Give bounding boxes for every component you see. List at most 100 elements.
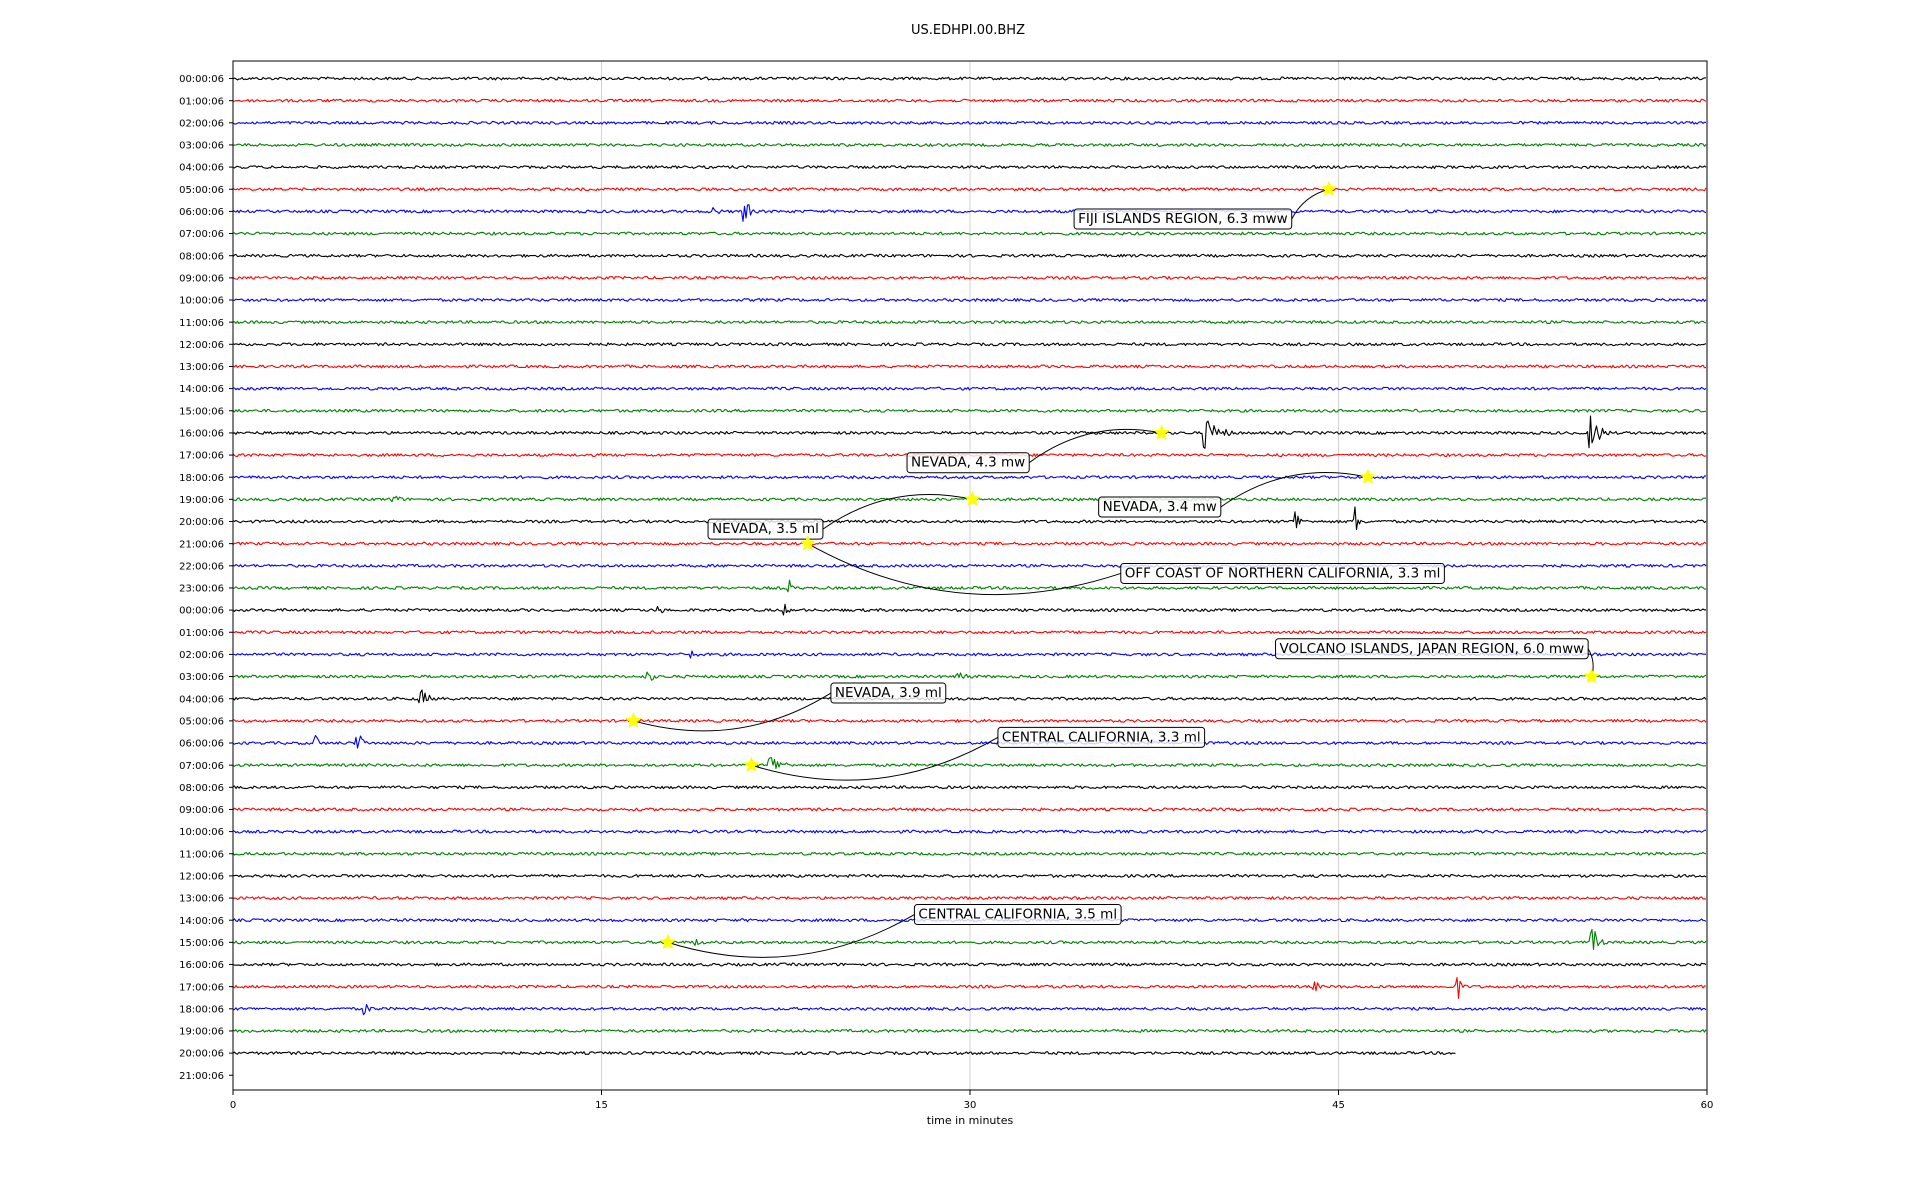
event-connector-4 [807,543,1121,596]
trace-row-44 [232,1051,1456,1056]
y-tick-label-18: 18:00:06 [179,473,224,484]
event-annotation-3: NEVADA, 3.5 ml [707,490,981,540]
trace-row-31 [232,757,1707,770]
event-label-3: NEVADA, 3.5 ml [712,521,819,537]
event-connector-3 [822,494,973,530]
y-tick-label-16: 16:00:06 [179,429,224,440]
trace-row-0 [232,76,1707,81]
trace-row-30 [232,734,1707,749]
y-tick-label-19: 19:00:06 [179,495,224,506]
y-tick-label-39: 15:00:06 [179,938,224,949]
event-label-box-4 [1120,562,1445,584]
y-tick-label-41: 17:00:06 [179,982,224,993]
x-axis-ticks: 0 15 30 45 60 [230,1090,1714,1111]
trace-row-10 [232,298,1707,302]
event-label-box-2 [1098,496,1222,518]
trace-row-12 [232,342,1707,347]
y-tick-label-2: 02:00:06 [179,118,224,129]
y-tick-label-0: 00:00:06 [179,74,224,85]
event-label-6: NEVADA, 3.9 ml [835,685,942,701]
event-star-8 [659,933,677,950]
event-connector-1 [1028,428,1162,464]
trace-row-4 [232,165,1707,170]
y-tick-label-30: 06:00:06 [179,739,224,750]
y-tick-label-8: 08:00:06 [179,251,224,262]
y-tick-label-26: 02:00:06 [179,650,224,661]
trace-row-35 [232,851,1707,856]
trace-row-15 [232,408,1707,413]
plot-frame [232,60,1708,1091]
y-tick-label-10: 10:00:06 [179,296,224,307]
event-label-box-5 [1275,638,1589,660]
trace-row-41 [232,976,1707,999]
trace-row-1 [232,98,1707,103]
trace-row-11 [232,320,1707,325]
trace-row-28 [232,689,1707,704]
y-tick-label-1: 01:00:06 [179,96,224,107]
y-tick-label-28: 04:00:06 [179,694,224,705]
x-tick-label-1: 15 [595,1100,608,1111]
trace-row-24 [232,603,1707,616]
trace-row-6 [232,204,1707,222]
y-tick-label-29: 05:00:06 [179,716,224,727]
y-tick-label-24: 00:00:06 [179,606,224,617]
trace-row-22 [232,563,1707,568]
event-label-7: CENTRAL CALIFORNIA, 3.3 ml [1002,729,1201,745]
trace-row-39 [232,928,1707,951]
event-connector-8 [667,914,915,958]
trace-row-37 [232,896,1707,900]
trace-row-42 [232,1003,1707,1016]
event-label-box-6 [830,682,947,704]
trace-row-43 [232,1029,1707,1033]
y-tick-label-12: 12:00:06 [179,340,224,351]
y-tick-label-44: 20:00:06 [179,1049,224,1060]
trace-row-9 [232,275,1707,280]
y-tick-label-4: 04:00:06 [179,163,224,174]
trace-row-34 [232,829,1706,834]
y-tick-label-36: 12:00:06 [179,872,224,883]
event-annotations: FIJI ISLANDS REGION, 6.3 mww NEVADA, 4.3 … [625,180,1600,958]
trace-row-32 [232,785,1707,790]
event-label-4: OFF COAST OF NORTHERN CALIFORNIA, 3.3 ml [1125,565,1441,581]
y-tick-label-14: 14:00:06 [179,384,224,395]
trace-row-36 [232,873,1707,878]
event-star-6 [625,712,642,728]
x-tick-label-4: 60 [1701,1100,1714,1111]
event-annotation-7: CENTRAL CALIFORNIA, 3.3 ml [743,726,1206,781]
trace-row-5 [232,187,1707,192]
event-star-7 [743,756,760,773]
y-tick-label-7: 07:00:06 [179,229,224,240]
y-tick-label-9: 09:00:06 [179,273,224,284]
trace-row-3 [232,143,1707,147]
event-annotation-6: NEVADA, 3.9 ml [625,682,947,732]
event-label-0: FIJI ISLANDS REGION, 6.3 mww [1078,211,1288,227]
event-connector-7 [751,736,999,781]
y-tick-label-23: 23:00:06 [179,584,224,595]
y-tick-label-32: 08:00:06 [179,783,224,794]
event-annotation-5: VOLCANO ISLANDS, JAPAN REGION, 6.0 mww [1275,638,1600,684]
chart-title: US.EDHPI.00.BHZ [911,23,1025,38]
event-connector-0 [1291,188,1329,220]
event-annotation-1: NEVADA, 4.3 mw [906,424,1170,474]
event-label-box-3 [707,518,824,540]
y-tick-label-38: 14:00:06 [179,916,224,927]
trace-row-8 [232,253,1707,258]
trace-row-40 [232,962,1707,967]
trace-lines [232,76,1707,1056]
y-tick-label-34: 10:00:06 [179,827,224,838]
event-star-0 [1320,180,1337,197]
event-label-box-0 [1073,208,1293,230]
event-star-3 [964,490,981,507]
y-tick-label-25: 01:00:06 [179,628,224,639]
y-tick-label-27: 03:00:06 [179,672,224,683]
trace-row-29 [232,718,1707,723]
y-tick-label-15: 15:00:06 [179,406,224,417]
x-tick-label-2: 30 [964,1100,977,1111]
y-tick-label-3: 03:00:06 [179,141,224,152]
trace-row-20 [232,506,1707,531]
event-star-4 [799,534,817,551]
y-tick-label-22: 22:00:06 [179,561,224,572]
x-tick-label-3: 45 [1332,1100,1345,1111]
y-tick-label-5: 05:00:06 [179,185,224,196]
